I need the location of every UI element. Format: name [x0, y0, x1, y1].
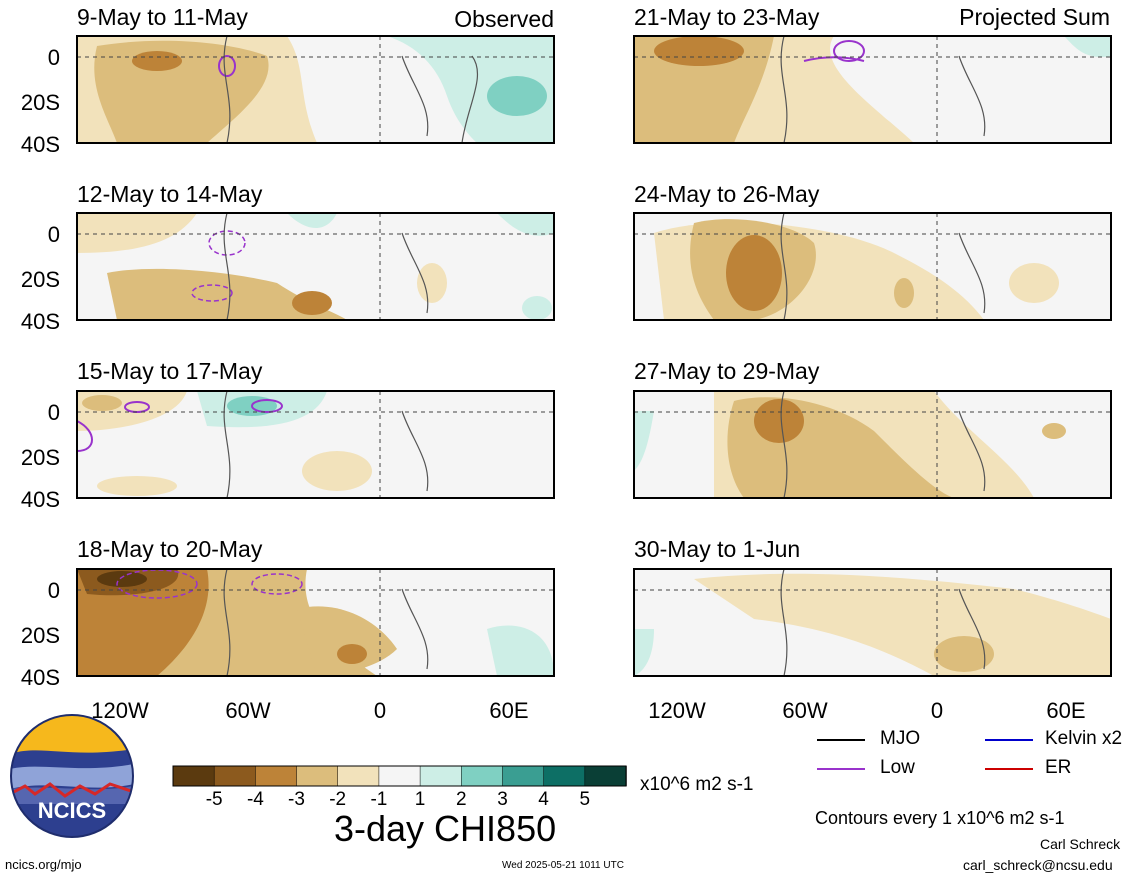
panel-title-obs-1: 9-May to 11-May	[77, 4, 248, 30]
colorbar-tick-label: -5	[205, 789, 223, 810]
map-panel-proj-2	[633, 212, 1112, 321]
xtick-0-left: 0	[373, 698, 387, 723]
xtick-120w-left: 120W	[91, 698, 149, 723]
legend-line-er	[985, 768, 1033, 770]
legend-line-low	[817, 768, 865, 770]
ytick-40s-p4: 40S	[20, 665, 60, 690]
map-panel-obs-4	[76, 568, 555, 677]
colorbar-swatch	[337, 765, 380, 787]
contour-note: Contours every 1 x10^6 m2 s-1	[815, 808, 1065, 828]
legend-line-mjo	[817, 739, 865, 741]
colorbar-swatch	[255, 765, 298, 787]
ytick-0-p1: 0	[47, 45, 60, 70]
main-title: 3-day CHI850	[334, 808, 557, 849]
colorbar-swatch	[543, 765, 586, 787]
colorbar-tick-label: 3	[497, 789, 508, 810]
xtick-60w-left: 60W	[225, 698, 271, 723]
map-panel-proj-1	[633, 35, 1112, 144]
map-panel-obs-1	[76, 35, 555, 144]
colorbar-tick-label: 2	[456, 789, 467, 810]
colorbar-tick-label: 1	[414, 789, 426, 810]
panel-title-proj-4: 30-May to 1-Jun	[634, 536, 801, 562]
colorbar-swatch	[502, 765, 545, 787]
ytick-20s-p3: 20S	[20, 445, 60, 470]
colorbar-tick-label: -1	[370, 789, 388, 810]
colorbar-tick-label: -4	[246, 789, 264, 810]
footer-email[interactable]: carl_schreck@ncsu.edu	[963, 857, 1113, 873]
colorbar-tick-label: -3	[288, 789, 305, 810]
map-panel-obs-2	[76, 212, 555, 321]
colorbar-units: x10^6 m2 s-1	[640, 774, 754, 795]
xtick-60e-right: 60E	[1046, 698, 1086, 723]
ytick-40s-p1: 40S	[20, 132, 60, 157]
footer-author: Carl Schreck	[1040, 836, 1121, 852]
panel-title-proj-2: 24-May to 26-May	[634, 181, 820, 207]
legend-label-kelvin: Kelvin x2	[1045, 728, 1123, 749]
ytick-40s-p3: 40S	[20, 487, 60, 512]
legend-label-low: Low	[880, 757, 915, 778]
ncics-logo: NCICS	[10, 714, 134, 838]
xtick-0-right: 0	[930, 698, 944, 723]
ytick-0-p4: 0	[47, 578, 60, 603]
legend-label-er: ER	[1045, 757, 1072, 778]
legend-line-kelvin	[985, 739, 1033, 741]
panel-title-proj-3: 27-May to 29-May	[634, 358, 820, 384]
colorbar-tick-label: 4	[538, 789, 549, 810]
footer-timestamp: Wed 2025-05-21 1011 UTC	[502, 860, 624, 871]
xtick-60w-right: 60W	[782, 698, 828, 723]
colorbar-swatch	[213, 765, 257, 787]
map-panel-proj-3	[633, 390, 1112, 499]
legend-label-mjo: MJO	[880, 728, 921, 749]
ytick-20s-p2: 20S	[20, 267, 60, 292]
ytick-0-p2: 0	[47, 222, 60, 247]
footer-url[interactable]: ncics.org/mjo	[5, 857, 82, 872]
map-panel-obs-3	[76, 390, 555, 499]
observed-header: Observed	[454, 6, 554, 32]
panel-title-proj-1: 21-May to 23-May	[634, 4, 820, 30]
colorbar	[172, 765, 627, 787]
logo-text: NCICS	[38, 798, 106, 823]
ytick-20s-p4: 20S	[20, 623, 60, 648]
colorbar-tick-label: -2	[329, 789, 347, 810]
ytick-0-p3: 0	[47, 400, 60, 425]
colorbar-swatch	[296, 765, 339, 787]
colorbar-swatch	[172, 765, 215, 787]
colorbar-swatch	[378, 765, 421, 787]
ytick-20s-p1: 20S	[20, 90, 60, 115]
xtick-60e-left: 60E	[489, 698, 529, 723]
xtick-120w-right: 120W	[648, 698, 706, 723]
colorbar-swatch	[584, 765, 627, 787]
panel-title-obs-4: 18-May to 20-May	[77, 536, 263, 562]
panel-title-obs-3: 15-May to 17-May	[77, 358, 263, 384]
panel-title-obs-2: 12-May to 14-May	[77, 181, 263, 207]
colorbar-swatch	[461, 765, 504, 787]
projected-header: Projected Sum	[959, 4, 1110, 30]
colorbar-swatch	[419, 765, 463, 787]
map-panel-proj-4	[633, 568, 1112, 677]
ytick-40s-p2: 40S	[20, 309, 60, 334]
colorbar-tick-label: 5	[579, 789, 591, 810]
